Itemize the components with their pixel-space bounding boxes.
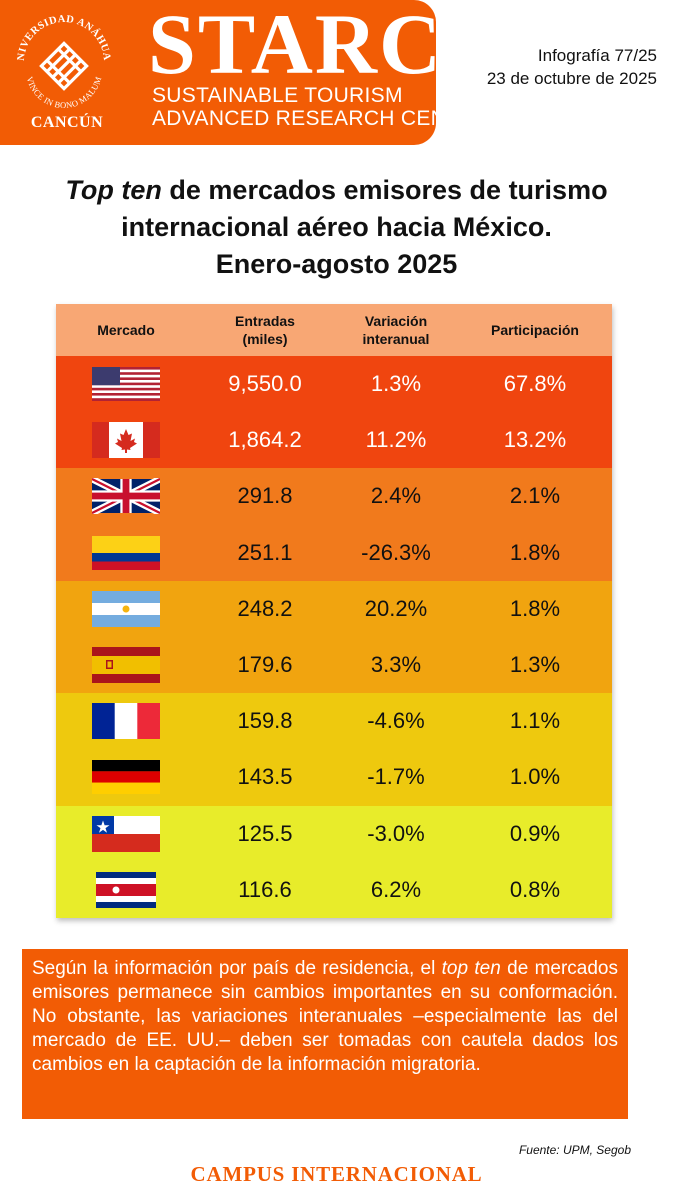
university-seal-icon: UNIVERSIDAD ANÁHUAC VINCE IN BONO MALUM <box>10 8 112 110</box>
page-title: Top ten de mercados emisores de turismo … <box>0 172 673 283</box>
header-banner: UNIVERSIDAD ANÁHUAC VINCE IN BONO MALUM … <box>0 0 436 145</box>
flag-cell <box>56 815 196 852</box>
uk-flag-icon <box>92 478 160 515</box>
arrivals-cell: 248.2 <box>237 595 293 621</box>
header-market: Mercado <box>97 322 155 338</box>
share-cell: 1.8% <box>509 595 561 621</box>
footer-brand: CAMPUS INTERNACIONAL <box>190 1162 483 1186</box>
flag-cell <box>56 760 196 795</box>
infographic-number: Infografía 77/25 <box>537 46 657 65</box>
share-cell: 13.2% <box>503 427 567 453</box>
arrivals-cell: 125.5 <box>237 820 293 846</box>
spain-flag-icon <box>92 647 160 684</box>
germany-flag-icon <box>92 760 160 795</box>
share-cell: 0.8% <box>509 876 561 902</box>
header-arrivals: Entradas (miles) <box>196 312 334 348</box>
table-row: 251.1 -26.3% 1.8% <box>56 524 612 581</box>
markets-table: Mercado Entradas (miles) Variación inter… <box>56 304 612 918</box>
arrivals-cell: 9,550.0 <box>228 371 302 397</box>
variation-cell: -3.0% <box>367 820 425 846</box>
table-row: 248.2 20.2% 1.8% <box>56 580 612 637</box>
campus-name: CANCÚN <box>30 114 104 131</box>
variation-cell: 6.2% <box>370 876 422 902</box>
title-line2: internacional aéreo hacia México. <box>121 212 552 242</box>
arrivals-cell: 143.5 <box>237 764 293 790</box>
arrivals-cell: 1,864.2 <box>228 427 302 453</box>
arrivals-cell: 116.6 <box>238 876 292 902</box>
variation-cell: -4.6% <box>367 708 425 734</box>
costa-rica-flag-icon <box>96 871 156 908</box>
arrivals-cell: 251.1 <box>237 539 293 565</box>
brand-subtitle-line1: SUSTAINABLE TOURISM <box>152 84 403 107</box>
variation-cell: 11.2% <box>365 427 427 453</box>
share-cell: 1.8% <box>509 539 561 565</box>
usa-flag-icon <box>92 367 160 402</box>
table-header: Mercado Entradas (miles) Variación inter… <box>56 304 612 356</box>
svg-text:VINCE IN BONO MALUM: VINCE IN BONO MALUM <box>25 75 104 110</box>
header-share: Participación <box>491 322 579 338</box>
note-part1: Según la información por país de residen… <box>32 958 442 979</box>
flag-cell <box>56 703 196 740</box>
flag-cell <box>56 871 196 908</box>
table-row: 159.8 -4.6% 1.1% <box>56 693 612 750</box>
brand-subtitle-line2: ADVANCED RESEARCH CENTER <box>152 107 436 130</box>
flag-cell <box>56 422 196 459</box>
flag-cell <box>56 590 196 627</box>
france-flag-icon <box>92 703 160 740</box>
colombia-flag-icon <box>92 535 160 570</box>
title-italic: Top ten <box>65 175 162 205</box>
table-row: 143.5 -1.7% 1.0% <box>56 749 612 806</box>
header-arrivals-line1: Entradas <box>235 313 295 329</box>
table-row: 179.6 3.3% 1.3% <box>56 636 612 694</box>
infographic-meta: Infografía 77/25 23 de octubre de 2025 <box>487 44 657 90</box>
table-row: 116.6 6.2% 0.8% <box>56 861 612 918</box>
share-cell: 67.8% <box>503 371 567 397</box>
flag-cell <box>56 535 196 570</box>
variation-cell: -26.3% <box>361 539 431 565</box>
variation-cell: 2.4% <box>370 483 422 509</box>
brand-logo: STARC <box>148 0 436 92</box>
publication-date: 23 de octubre de 2025 <box>486 69 657 88</box>
header-arrivals-line2: (miles) <box>242 331 288 347</box>
arrivals-cell: 159.8 <box>237 708 293 734</box>
flag-cell <box>56 647 196 684</box>
chile-flag-icon <box>92 815 160 852</box>
header-variation: Variación interanual <box>334 312 458 348</box>
variation-cell: -1.7% <box>367 764 425 790</box>
share-cell: 1.0% <box>509 764 561 790</box>
table-row: 9,550.0 1.3% 67.8% <box>56 356 612 413</box>
flag-cell <box>56 367 196 402</box>
note-part2: de mercados emisores permanece sin cambi… <box>32 958 618 1075</box>
canada-flag-icon <box>92 422 160 459</box>
table-row: 291.8 2.4% 2.1% <box>56 468 612 525</box>
variation-cell: 3.3% <box>370 652 422 678</box>
share-cell: 1.3% <box>509 652 561 678</box>
argentina-flag-icon <box>92 590 160 627</box>
share-cell: 2.1% <box>509 483 561 509</box>
share-cell: 0.9% <box>509 820 561 846</box>
title-line3: Enero-agosto 2025 <box>215 249 458 279</box>
flag-cell <box>56 478 196 515</box>
note-italic: top ten <box>441 958 501 979</box>
table-row: 125.5 -3.0% 0.9% <box>56 805 612 862</box>
share-cell: 1.1% <box>509 708 561 734</box>
header-variation-line2: interanual <box>362 331 430 347</box>
arrivals-cell: 291.8 <box>237 483 293 509</box>
explanatory-note: Según la información por país de residen… <box>22 949 628 1119</box>
source-credit: Fuente: UPM, Segob <box>518 1143 631 1157</box>
variation-cell: 20.2% <box>364 595 428 621</box>
header-variation-line1: Variación <box>364 313 428 329</box>
title-line1: Top ten de mercados emisores de turismo <box>0 172 673 209</box>
table-row: 1,864.2 11.2% 13.2% <box>56 412 612 469</box>
arrivals-cell: 179.6 <box>237 652 293 678</box>
title-rest: de mercados emisores de turismo <box>161 175 608 205</box>
variation-cell: 1.3% <box>370 371 422 397</box>
